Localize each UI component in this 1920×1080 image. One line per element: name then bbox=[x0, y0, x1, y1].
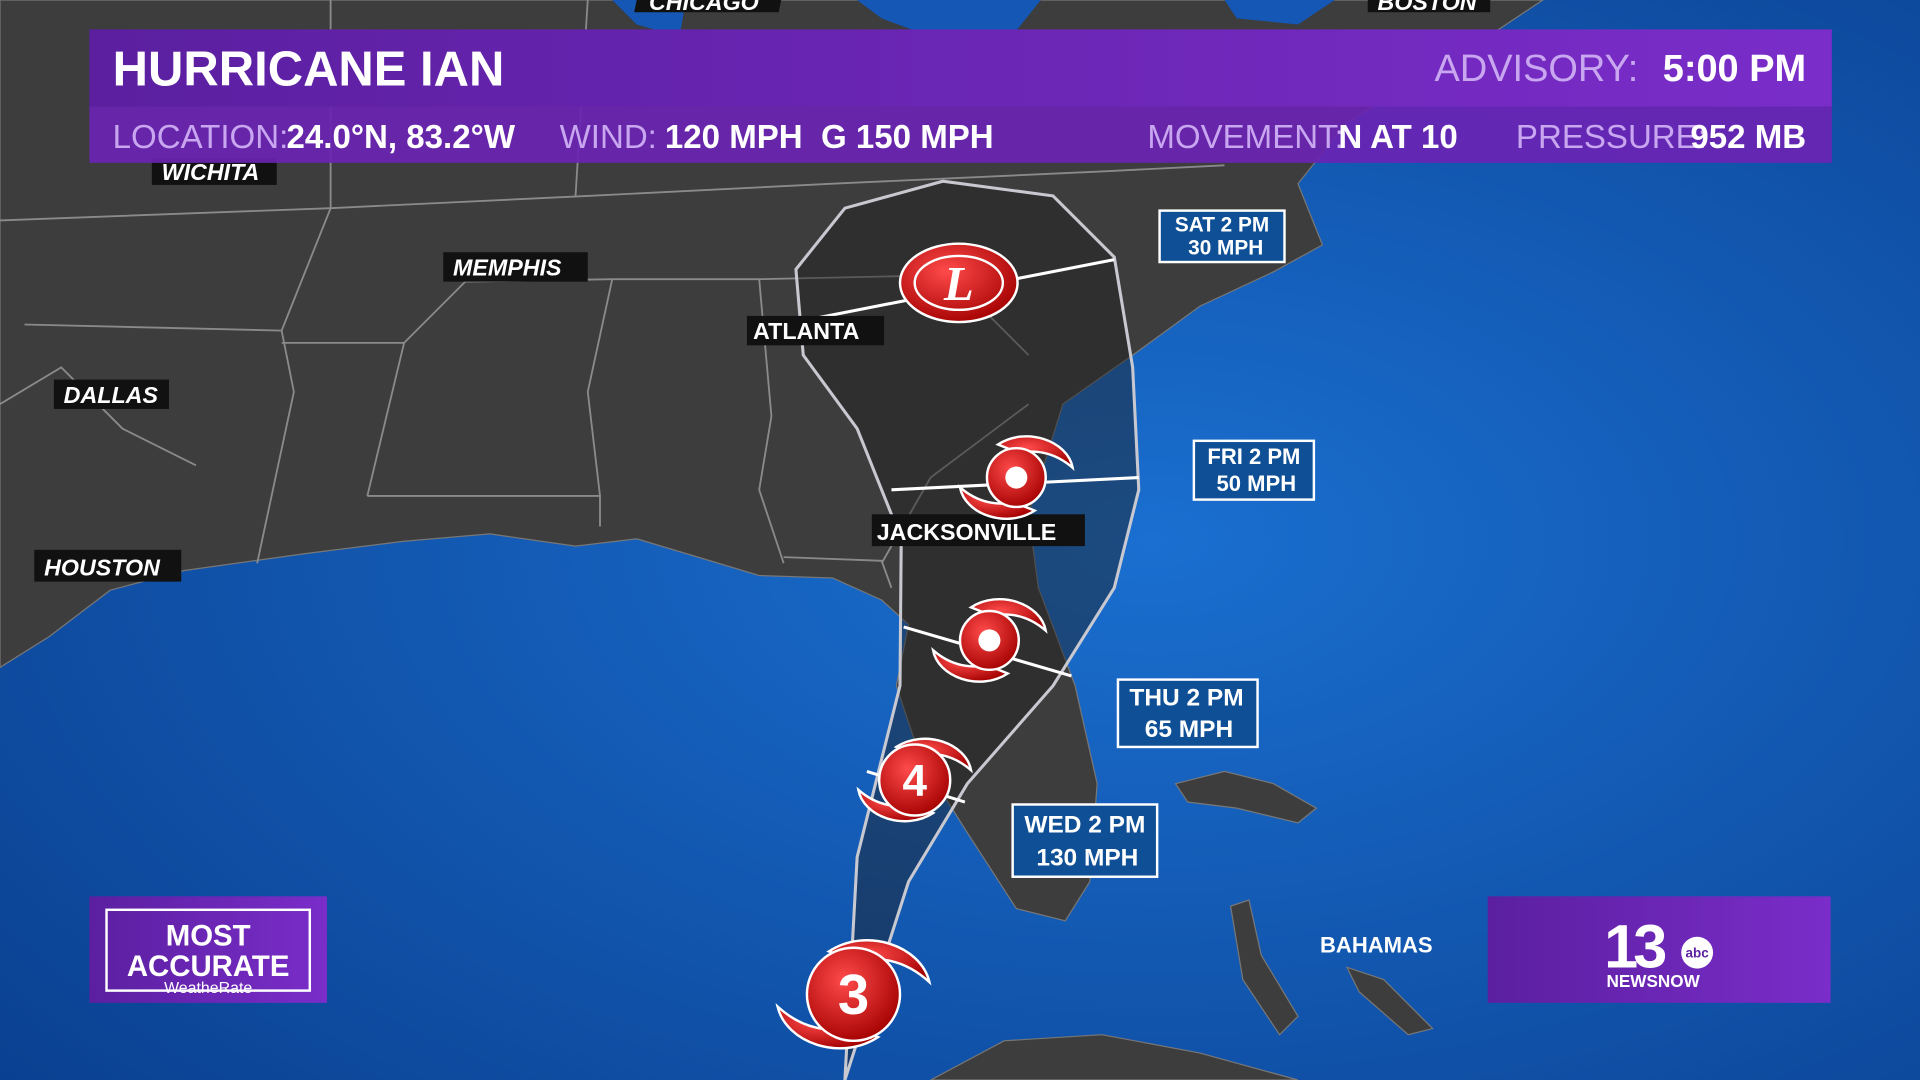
tropical-storm-icon bbox=[958, 435, 1075, 520]
city-label: HOUSTON bbox=[44, 555, 161, 581]
header: HURRICANE IAN ADVISORY: 5:00 PM LOCATION… bbox=[89, 29, 1832, 163]
logo-text: ACCURATE bbox=[127, 950, 290, 983]
forecast-wind: 65 MPH bbox=[1145, 716, 1233, 743]
most-accurate-logo: MOST ACCURATE WeatheRate bbox=[89, 896, 327, 1003]
advisory-time: 5:00 PM bbox=[1663, 48, 1806, 90]
logo-text: WeatheRate bbox=[164, 980, 252, 997]
city-label: JACKSONVILLE bbox=[877, 519, 1057, 545]
detail-value: N AT 10 bbox=[1338, 119, 1457, 156]
bahamas bbox=[1174, 770, 1434, 1036]
logo-number: 13 bbox=[1604, 912, 1665, 980]
low-icon: L bbox=[898, 242, 1019, 324]
forecast-time: FRI 2 PM bbox=[1207, 444, 1300, 469]
storm-category: 3 bbox=[838, 963, 869, 1026]
storm-icon: 3 bbox=[775, 939, 932, 1050]
detail-label: LOCATION: bbox=[113, 119, 289, 156]
city-label: BOSTON bbox=[1378, 0, 1478, 15]
forecast-time: SAT 2 PM bbox=[1175, 213, 1269, 236]
detail-label: MOVEMENT: bbox=[1147, 119, 1343, 156]
detail-value: 952 MB bbox=[1690, 119, 1806, 156]
detail-value: 24.0°N, 83.2°W bbox=[287, 119, 516, 156]
forecast-labels: SAT 2 PM 30 MPH FRI 2 PM 50 MPH THU 2 PM… bbox=[1011, 209, 1316, 878]
great-lakes bbox=[612, 0, 1335, 37]
city-label: MEMPHIS bbox=[453, 255, 562, 281]
header-title: HURRICANE IAN bbox=[113, 43, 505, 97]
detail-label: WIND: bbox=[560, 119, 657, 156]
detail-label: PRESSURE: bbox=[1516, 119, 1707, 156]
city-label: WICHITA bbox=[162, 159, 260, 185]
logo-text: MOST bbox=[166, 919, 251, 952]
city-label: ATLANTA bbox=[753, 318, 860, 344]
storm-icon: 4 bbox=[856, 737, 973, 823]
city-label: BAHAMAS bbox=[1320, 933, 1433, 958]
forecast-wind: 50 MPH bbox=[1217, 471, 1297, 496]
forecast-wind: 130 MPH bbox=[1036, 845, 1138, 872]
forecast-time: WED 2 PM bbox=[1024, 812, 1145, 839]
forecast-time: THU 2 PM bbox=[1129, 684, 1243, 711]
logo-brand: NEWSNOW bbox=[1607, 971, 1701, 991]
cuba bbox=[930, 1034, 1299, 1080]
city-label: DALLAS bbox=[64, 382, 159, 408]
forecast-wind: 30 MPH bbox=[1188, 237, 1263, 260]
storm-category: 4 bbox=[902, 757, 927, 806]
city-label: CHICAGO bbox=[649, 0, 759, 15]
land bbox=[0, 0, 1544, 922]
logo-network: abc bbox=[1686, 946, 1710, 961]
storm-category: L bbox=[943, 256, 974, 311]
tropical-storm-icon bbox=[931, 598, 1048, 683]
city-labels: CHICAGO BOSTON WICHITA MEMPHIS ATLANTA D… bbox=[34, 0, 1491, 958]
advisory-label: ADVISORY: bbox=[1435, 48, 1639, 90]
station-logo: 13 abc NEWSNOW bbox=[1487, 896, 1831, 1003]
detail-value: 120 MPH G 150 MPH bbox=[665, 119, 994, 156]
